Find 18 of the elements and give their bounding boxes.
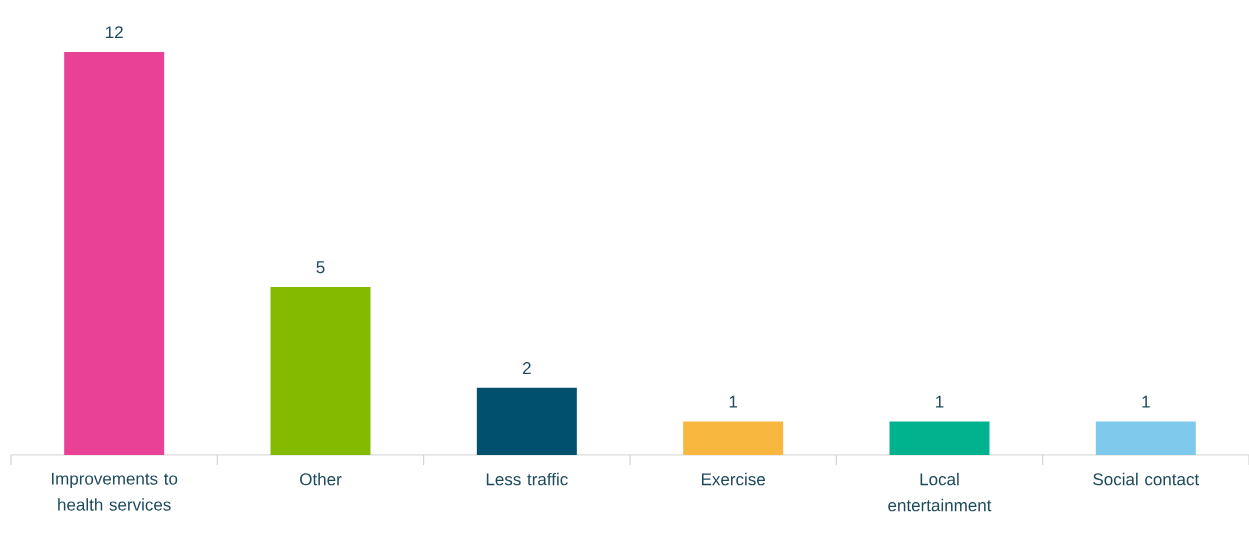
x-tick-label: Social contact bbox=[1093, 472, 1200, 486]
data-label: 12 bbox=[106, 26, 123, 39]
bar bbox=[889, 421, 990, 455]
bar bbox=[476, 387, 577, 455]
x-tick-label: Local entertainment bbox=[888, 472, 992, 512]
data-label: 1 bbox=[729, 395, 738, 408]
x-tick-label: Other bbox=[300, 472, 342, 486]
bar bbox=[1095, 421, 1196, 455]
bar bbox=[683, 421, 784, 455]
data-label: 1 bbox=[1142, 395, 1150, 408]
bar bbox=[64, 51, 165, 455]
data-label: 1 bbox=[936, 395, 944, 408]
data-label: 5 bbox=[316, 261, 325, 274]
x-tick-label: Improvements to health services bbox=[51, 472, 178, 511]
data-label: 2 bbox=[522, 362, 531, 374]
bar bbox=[270, 287, 371, 455]
x-tick-label: Exercise bbox=[701, 472, 765, 486]
x-tick-label: Less traffic bbox=[486, 472, 568, 486]
